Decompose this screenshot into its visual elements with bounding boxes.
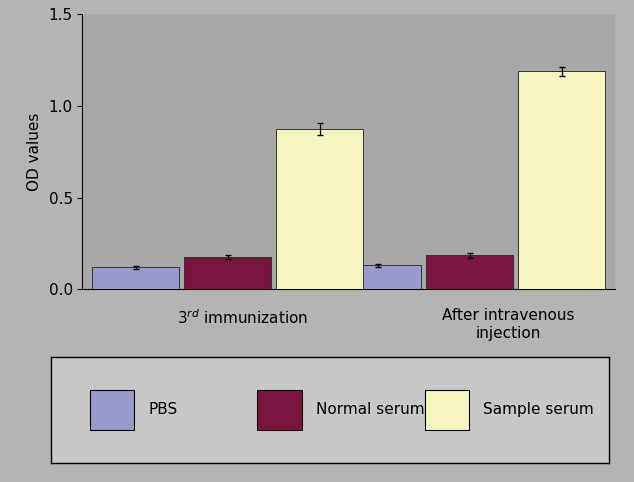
Bar	[276, 129, 363, 289]
Bar	[334, 266, 422, 289]
Bar	[518, 71, 605, 289]
Bar	[184, 257, 271, 289]
Bar	[90, 389, 134, 430]
Bar	[92, 267, 179, 289]
Text: PBS: PBS	[148, 402, 178, 417]
Y-axis label: OD values: OD values	[27, 113, 42, 191]
Text: Sample serum: Sample serum	[483, 402, 594, 417]
Bar	[257, 389, 302, 430]
Text: After intravenous
injection: After intravenous injection	[443, 308, 574, 341]
Bar	[425, 389, 469, 430]
Text: Normal serum: Normal serum	[316, 402, 424, 417]
Text: $3^{rd}$ immunization: $3^{rd}$ immunization	[177, 308, 307, 327]
Bar	[426, 255, 514, 289]
